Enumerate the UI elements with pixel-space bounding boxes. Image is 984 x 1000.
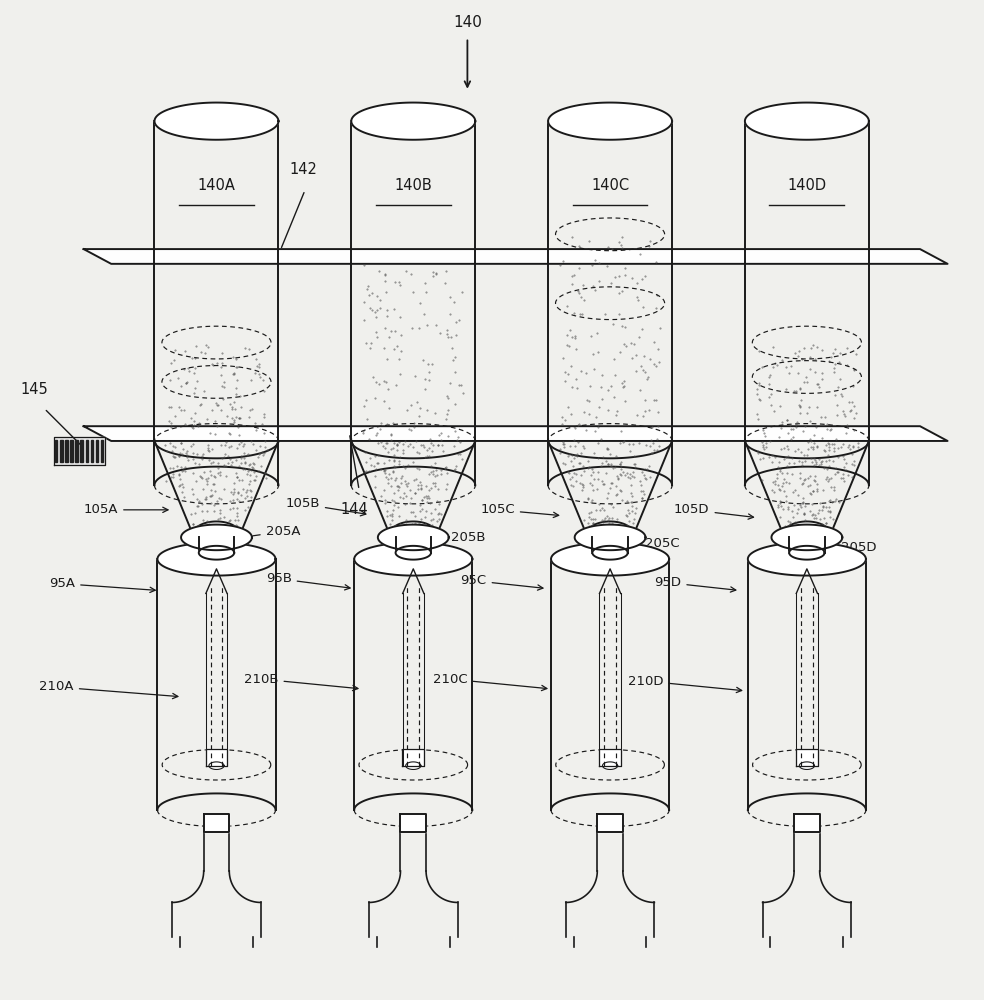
Text: 145: 145 <box>21 382 48 397</box>
Polygon shape <box>65 440 68 462</box>
Text: 140C: 140C <box>591 178 629 193</box>
Text: 95B: 95B <box>266 572 350 590</box>
Polygon shape <box>84 249 948 264</box>
Polygon shape <box>796 749 818 766</box>
Text: 105A: 105A <box>84 503 168 516</box>
Polygon shape <box>81 440 83 462</box>
Polygon shape <box>390 521 437 547</box>
Polygon shape <box>193 521 240 547</box>
Text: 205C: 205C <box>608 537 679 550</box>
Polygon shape <box>602 762 618 769</box>
Polygon shape <box>181 525 252 550</box>
Text: 210C: 210C <box>433 673 547 691</box>
Polygon shape <box>799 762 815 769</box>
Text: 210D: 210D <box>628 675 742 693</box>
Polygon shape <box>405 762 421 769</box>
Polygon shape <box>199 546 234 560</box>
Polygon shape <box>771 525 842 550</box>
Polygon shape <box>586 521 634 547</box>
Text: 140D: 140D <box>787 178 827 193</box>
Polygon shape <box>206 749 227 766</box>
Polygon shape <box>60 440 63 462</box>
Polygon shape <box>794 814 820 832</box>
Polygon shape <box>575 525 646 550</box>
Polygon shape <box>84 426 948 441</box>
Text: 140B: 140B <box>395 178 432 193</box>
Polygon shape <box>396 546 431 560</box>
Text: 205D: 205D <box>805 541 877 554</box>
Polygon shape <box>91 440 93 462</box>
Polygon shape <box>351 103 475 140</box>
Polygon shape <box>101 440 103 462</box>
Text: 140: 140 <box>453 15 482 30</box>
Text: 105C: 105C <box>480 503 559 518</box>
Polygon shape <box>592 546 628 560</box>
Text: 105B: 105B <box>285 497 366 516</box>
Polygon shape <box>54 437 105 465</box>
Polygon shape <box>55 440 57 462</box>
Text: 210B: 210B <box>244 673 358 691</box>
Text: 95D: 95D <box>654 576 736 592</box>
Polygon shape <box>400 814 426 832</box>
Polygon shape <box>597 814 623 832</box>
Polygon shape <box>70 440 73 462</box>
Polygon shape <box>548 103 672 140</box>
Polygon shape <box>204 814 229 832</box>
Polygon shape <box>789 546 825 560</box>
Text: 140A: 140A <box>198 178 235 193</box>
Polygon shape <box>154 103 278 140</box>
Text: 95A: 95A <box>49 577 155 592</box>
Polygon shape <box>551 543 669 576</box>
Polygon shape <box>354 543 472 576</box>
Polygon shape <box>745 103 869 140</box>
Polygon shape <box>783 521 830 547</box>
Polygon shape <box>95 440 98 462</box>
Text: 210A: 210A <box>39 680 178 699</box>
Polygon shape <box>76 440 78 462</box>
Text: 205B: 205B <box>413 531 485 545</box>
Polygon shape <box>748 543 866 576</box>
Text: 142: 142 <box>289 162 317 177</box>
Polygon shape <box>378 525 449 550</box>
Polygon shape <box>402 749 424 766</box>
Text: 144: 144 <box>340 502 368 517</box>
Polygon shape <box>157 543 276 576</box>
Text: 95C: 95C <box>461 574 543 590</box>
Polygon shape <box>86 440 89 462</box>
Polygon shape <box>599 749 621 766</box>
Polygon shape <box>209 762 224 769</box>
Text: 105D: 105D <box>674 503 754 519</box>
Text: 205A: 205A <box>232 525 300 541</box>
